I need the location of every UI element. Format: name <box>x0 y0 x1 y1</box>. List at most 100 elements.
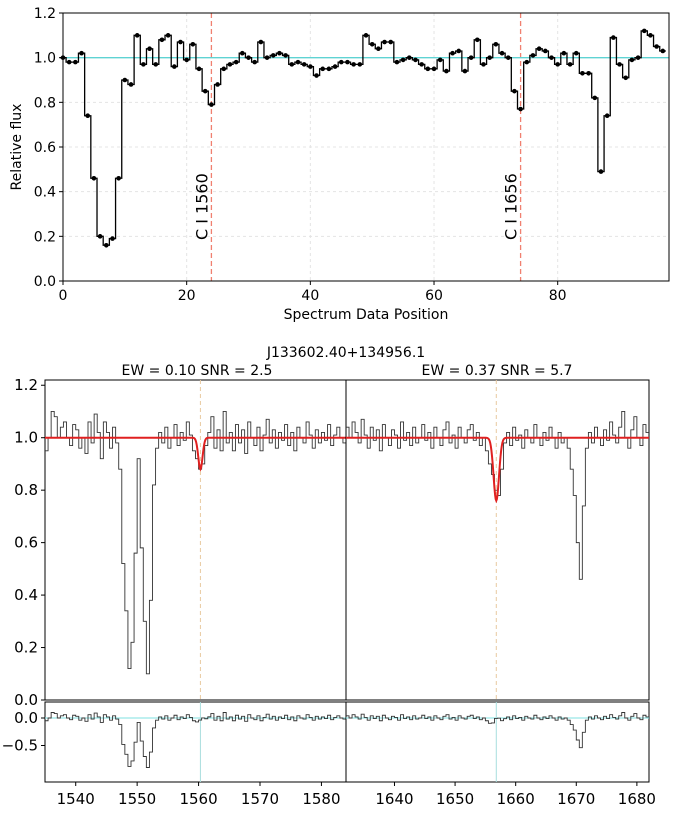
data-point <box>413 57 418 63</box>
data-point <box>648 33 653 38</box>
right-residual-frame <box>345 701 650 783</box>
data-point <box>270 53 276 58</box>
data-point <box>369 41 375 47</box>
data-point <box>450 50 455 56</box>
data-point <box>66 59 72 65</box>
data-point <box>456 48 462 54</box>
data-point <box>623 75 629 81</box>
data-point <box>561 50 567 56</box>
bottom-panel: J133602.40+134956.1 EW = 0.10 SNR = 2.5 … <box>2 345 656 808</box>
x-tick-label: 1660 <box>497 790 535 808</box>
data-point <box>97 234 103 239</box>
data-point <box>345 59 350 65</box>
data-point <box>549 55 554 60</box>
data-point <box>512 88 517 94</box>
data-point <box>598 169 604 174</box>
data-point <box>134 33 140 38</box>
data-point <box>116 175 121 181</box>
data-point <box>493 41 499 47</box>
data-point <box>382 39 387 45</box>
y-tick-label: 0.0 <box>34 274 56 290</box>
data-point <box>91 175 97 181</box>
data-point <box>332 64 338 69</box>
x-tick-label: 80 <box>549 288 567 304</box>
data-point <box>586 71 591 76</box>
y-tick-label: 1.2 <box>14 376 38 394</box>
y-tick-label: 0.8 <box>14 481 38 499</box>
data-point <box>314 73 319 78</box>
data-point <box>351 62 356 67</box>
right-residual-spectrum <box>346 712 649 749</box>
data-point <box>505 55 511 60</box>
data-point <box>221 66 227 72</box>
data-point <box>326 66 332 72</box>
data-point <box>153 62 159 67</box>
data-point <box>85 113 91 119</box>
data-point <box>536 46 542 52</box>
top-x-ticks: 0 20 40 60 80 <box>59 281 567 304</box>
y-tick-label: 0.2 <box>34 229 56 245</box>
y-tick-label: −0.5 <box>2 737 38 755</box>
x-tick-label: 1650 <box>436 790 474 808</box>
annotation-label: C I 1656 <box>502 173 521 240</box>
x-tick-label: 1670 <box>557 790 595 808</box>
data-point <box>165 33 171 38</box>
bottom-right-ew-snr: EW = 0.37 SNR = 5.7 <box>422 363 573 379</box>
left-flux-spectrum <box>45 411 346 675</box>
data-point <box>246 55 251 60</box>
left-flux-frame <box>44 379 347 701</box>
data-point <box>499 50 505 56</box>
data-point <box>592 95 598 101</box>
top-series-line <box>59 30 666 246</box>
data-point <box>110 236 115 241</box>
data-point <box>530 53 536 58</box>
data-point <box>233 59 239 65</box>
bottom-x-ticks: 1540 1550 1560 1570 1580 1640 1650 1660 1670 1680 <box>57 782 656 808</box>
y-tick-label: 1.0 <box>14 429 38 447</box>
x-tick-label: 1580 <box>302 790 340 808</box>
data-point <box>406 55 412 60</box>
x-tick-label: 60 <box>425 288 443 304</box>
data-point <box>202 88 208 94</box>
data-point <box>419 62 424 67</box>
x-tick-label: 1540 <box>57 790 95 808</box>
y-tick-label: 0.6 <box>34 140 56 156</box>
data-point <box>567 62 573 67</box>
annotation-label: C I 1560 <box>192 173 211 240</box>
data-point <box>660 48 666 54</box>
y-tick-label: 0.6 <box>14 534 38 552</box>
data-point <box>518 106 523 112</box>
data-point <box>400 57 406 63</box>
data-point <box>79 50 84 56</box>
bottom-right-flux-panel <box>345 379 650 701</box>
bottom-figure-title: J133602.40+134956.1 <box>266 345 425 361</box>
data-point <box>103 242 109 248</box>
x-tick-label: 1680 <box>618 790 656 808</box>
top-panel: C I 1560 C I 1656 0 20 40 60 80 0.00.20.40.60… <box>9 6 670 323</box>
data-point <box>301 62 307 67</box>
x-tick-label: 40 <box>301 288 319 304</box>
data-point <box>611 35 616 40</box>
bottom-right-residual-panel <box>345 701 650 783</box>
y-tick-label: 0.2 <box>14 639 38 657</box>
right-model-fit <box>346 436 649 504</box>
data-point <box>641 28 647 34</box>
data-point <box>264 55 270 60</box>
data-point <box>196 66 202 72</box>
data-point <box>468 55 474 60</box>
x-tick-label: 1640 <box>375 790 413 808</box>
top-annotation-labels: C I 1560 C I 1656 <box>192 173 520 240</box>
x-tick-label: 20 <box>178 288 196 304</box>
data-point <box>475 37 480 43</box>
data-point <box>190 41 196 47</box>
data-point <box>654 44 659 49</box>
data-point <box>481 62 486 67</box>
y-tick-label: 0.0 <box>14 709 38 727</box>
data-point <box>431 66 437 72</box>
bottom-left-flux-panel <box>44 379 347 701</box>
left-residual-spectrum <box>45 712 346 768</box>
data-point <box>444 68 449 74</box>
data-point <box>462 68 468 74</box>
data-point <box>363 33 369 38</box>
